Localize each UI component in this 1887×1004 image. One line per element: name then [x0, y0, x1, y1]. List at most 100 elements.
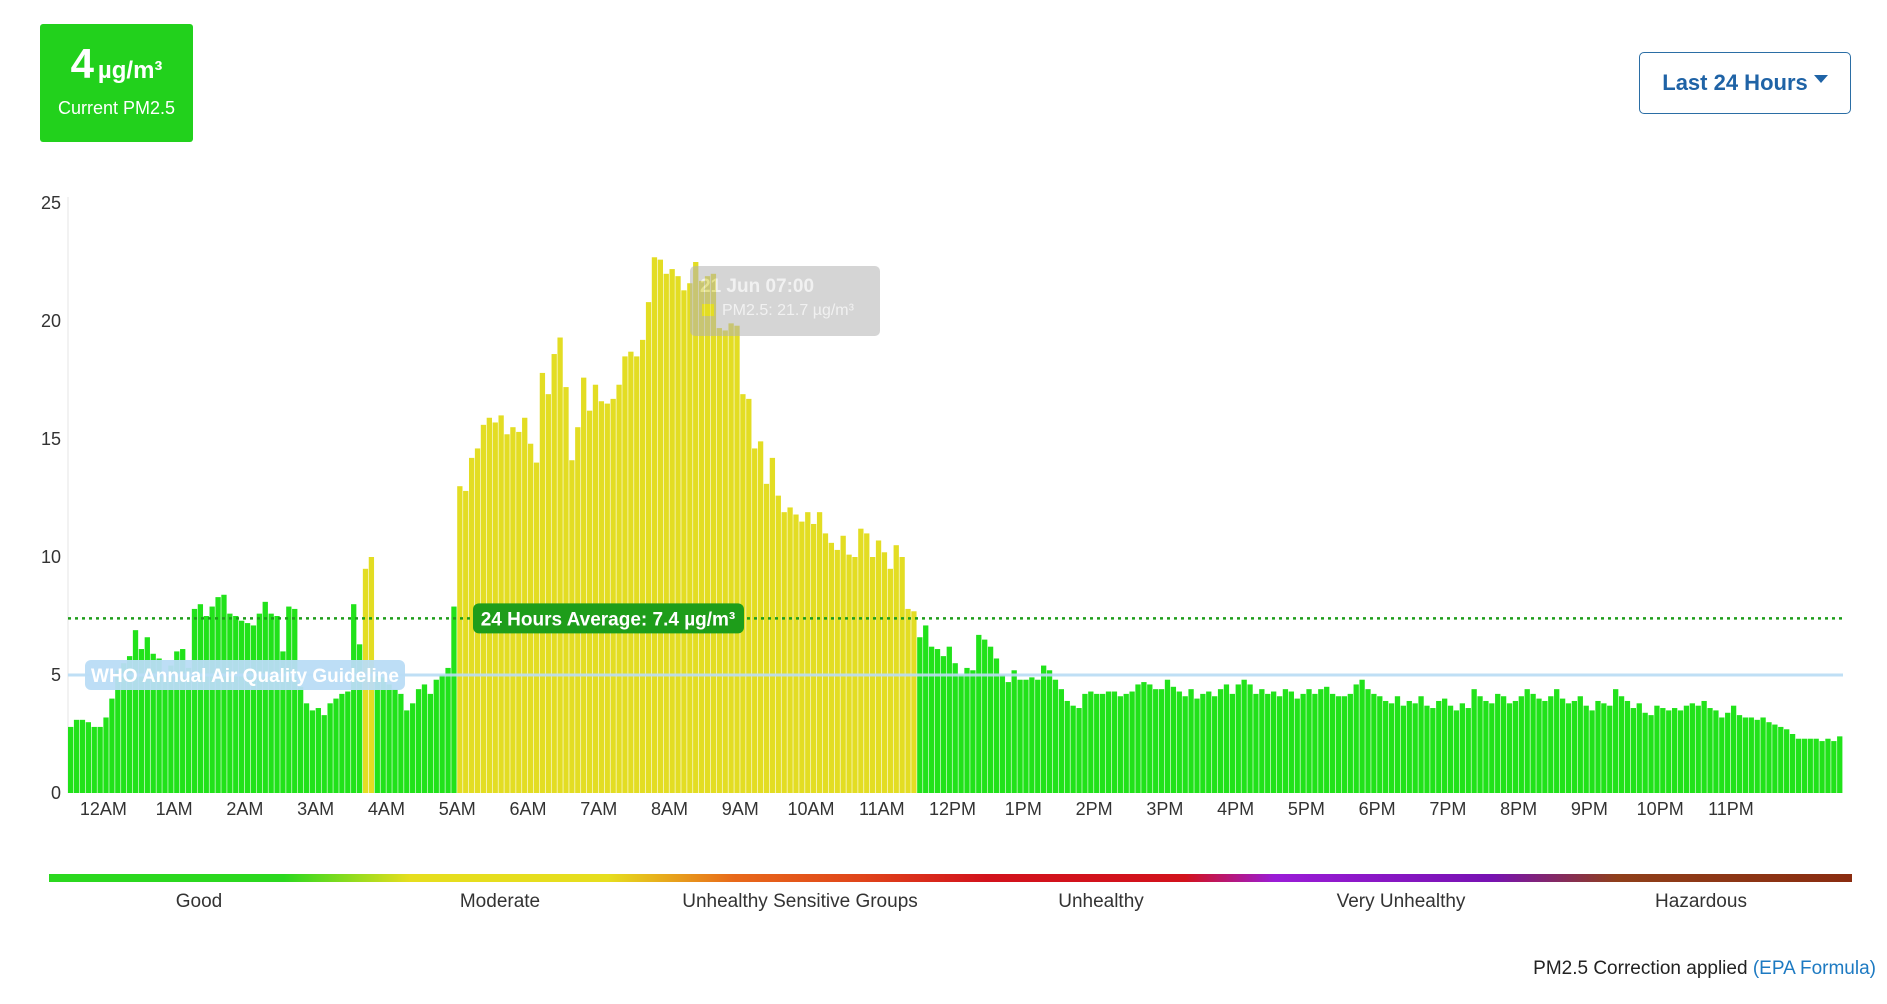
data-bar [421, 684, 428, 793]
data-bar [415, 689, 422, 793]
data-bar [1471, 689, 1477, 793]
data-bar [610, 398, 616, 793]
data-bar [1506, 703, 1513, 793]
data-bar [1147, 684, 1153, 793]
x-tick-label: 10AM [788, 799, 835, 819]
data-bar [1447, 705, 1454, 793]
current-pm25-value-row: 4 µg/m³ [40, 42, 193, 96]
data-bar [1194, 698, 1200, 793]
data-bar [1671, 708, 1678, 793]
x-tick-label: 9PM [1571, 799, 1608, 819]
data-bar [1589, 710, 1595, 793]
data-bar [669, 269, 675, 793]
data-bar [1754, 719, 1760, 793]
data-bar [781, 512, 787, 793]
data-bar [333, 698, 339, 793]
data-bar [775, 495, 781, 793]
data-bar [1748, 717, 1754, 793]
data-bar [68, 726, 74, 793]
data-bar [645, 302, 652, 793]
data-bar [250, 625, 257, 793]
x-tick-label: 9AM [722, 799, 759, 819]
data-bar [911, 611, 917, 793]
data-bar [1276, 696, 1283, 793]
x-tick-label: 4AM [368, 799, 405, 819]
data-bar [1518, 696, 1524, 793]
data-bar [586, 410, 593, 793]
data-bar [1654, 705, 1660, 793]
data-bar [598, 401, 605, 793]
scale-label-unhealthy: Unhealthy [1058, 891, 1144, 912]
data-bar [1282, 689, 1289, 793]
data-bar [622, 356, 628, 793]
data-bar [79, 719, 86, 793]
data-bar [1489, 703, 1495, 793]
data-bar [1660, 708, 1666, 793]
data-bar [1383, 700, 1389, 793]
data-bar [227, 613, 233, 793]
data-bar [993, 658, 1000, 793]
time-range-label: Last 24 Hours [1662, 70, 1808, 95]
x-tick-label: 8PM [1500, 799, 1537, 819]
data-bar [805, 512, 811, 793]
data-bar [132, 630, 139, 793]
data-bar [651, 257, 658, 793]
data-bar [840, 535, 846, 793]
data-bar [769, 457, 776, 793]
data-bar [280, 651, 286, 793]
data-bar [356, 644, 363, 793]
epa-formula-link[interactable]: (EPA Formula) [1752, 958, 1876, 979]
time-range-dropdown[interactable]: Last 24 Hours [1639, 52, 1851, 114]
data-bar [592, 384, 599, 793]
y-tick-label: 10 [41, 547, 61, 567]
data-bar [1689, 703, 1695, 793]
data-bar [551, 354, 557, 793]
data-bar [1412, 703, 1418, 793]
data-bar [404, 710, 410, 793]
data-bar [109, 698, 115, 793]
data-bar [1105, 691, 1112, 793]
x-tick-label: 1AM [156, 799, 193, 819]
data-bar [1206, 691, 1212, 793]
data-bar [1795, 738, 1802, 793]
pm25-bar-chart: 0 5 10 15 20 25 12AM 1AM 2AM 3AM 4AM 5AM 6AM 7AM 8AM 9A… [41, 193, 1843, 819]
data-bar [1825, 738, 1831, 793]
data-bar [864, 533, 870, 793]
data-bar [557, 337, 563, 793]
data-bar [1035, 679, 1041, 793]
data-bar [1365, 689, 1371, 793]
data-bar [539, 372, 546, 793]
tooltip-swatch [702, 304, 714, 316]
data-bar [858, 528, 864, 793]
data-bar [1005, 682, 1011, 793]
data-bar [887, 568, 893, 793]
data-bar [716, 328, 722, 793]
x-tick-label: 5AM [439, 799, 476, 819]
data-bar [1212, 696, 1218, 793]
data-bar [1789, 734, 1796, 793]
x-tick-label: 11PM [1708, 799, 1754, 819]
data-bar [1347, 693, 1353, 793]
data-bar [1359, 679, 1365, 793]
current-pm25-label: Current PM2.5 [57, 98, 176, 118]
data-bar [728, 323, 734, 793]
data-bar [1094, 693, 1100, 793]
data-bar [351, 604, 357, 793]
current-pm25-value: 4 [70, 40, 94, 87]
data-bar [1642, 712, 1648, 793]
data-bar [97, 726, 103, 793]
data-bar [1707, 708, 1713, 793]
bars-group [68, 257, 1843, 793]
data-bar [1719, 717, 1725, 793]
data-bar [934, 649, 941, 793]
data-bar [757, 441, 764, 793]
data-bar [380, 677, 386, 793]
data-bar [1088, 691, 1094, 793]
data-bar [185, 667, 192, 793]
data-bar [1436, 700, 1442, 793]
data-bar [834, 549, 840, 793]
data-bar [1837, 736, 1843, 793]
data-bar [221, 594, 227, 793]
data-bar [816, 512, 823, 793]
data-bar [1117, 696, 1123, 793]
